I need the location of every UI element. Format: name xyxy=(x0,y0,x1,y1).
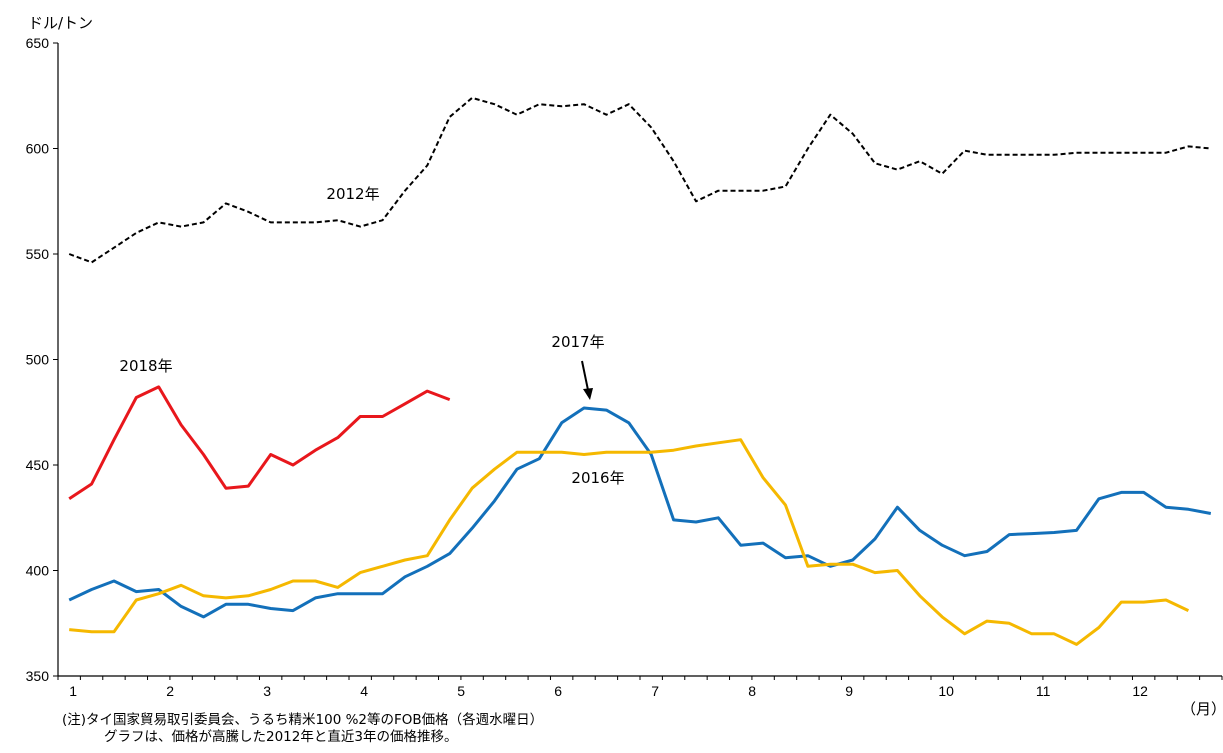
series-line-2016 xyxy=(69,438,1190,646)
series-line-2012 xyxy=(68,96,1211,264)
y-tick-label: 500 xyxy=(26,352,50,368)
x-tick-label: 2 xyxy=(166,683,174,699)
x-tick-label: 8 xyxy=(748,683,756,699)
x-tick-label: 1 xyxy=(69,683,77,699)
x-axis-label: （月） xyxy=(1181,700,1223,718)
y-tick-label: 450 xyxy=(26,457,50,473)
x-tick-label: 12 xyxy=(1132,683,1148,699)
x-ticks: 1 2 3 4 5 6 7 8 9 10 11 12 xyxy=(57,676,1223,699)
annotation-label: 2018年 xyxy=(119,357,172,375)
x-tick-label: 3 xyxy=(263,683,271,699)
y-tick-label: 350 xyxy=(26,668,50,684)
y-tick-label: 550 xyxy=(26,246,50,262)
annotation-arrowhead xyxy=(583,388,593,400)
series-lines xyxy=(68,96,1212,646)
y-tick-label: 400 xyxy=(26,563,50,579)
annotation-label: 2016年 xyxy=(571,469,624,487)
series-annotations: 2012年 2018年 2017年 2016年 xyxy=(119,185,624,487)
annotation-label: 2012年 xyxy=(326,185,379,203)
x-tick-label: 5 xyxy=(457,683,465,699)
annotation-arrow xyxy=(581,360,589,391)
source-note: (注)タイ国家貿易取引委員会、うるち精米100 %2等のFOB価格（各週水曜日） xyxy=(62,712,544,728)
y-tick-label: 650 xyxy=(26,35,50,51)
x-tick-label: 7 xyxy=(651,683,659,699)
annotation-label: 2017年 xyxy=(551,333,604,351)
x-tick-label: 11 xyxy=(1036,683,1051,699)
x-tick-label: 6 xyxy=(554,683,562,699)
x-tick-label: 4 xyxy=(360,683,368,699)
description-note: グラフは、価格が高騰した2012年と直近3年の価格推移。 xyxy=(104,729,458,745)
y-tick-label: 600 xyxy=(26,141,50,157)
y-ticks: 350 400 450 500 550 600 650 xyxy=(26,35,58,684)
x-tick-label: 10 xyxy=(938,683,954,699)
x-tick-label: 9 xyxy=(845,683,853,699)
series-line-2018 xyxy=(68,385,451,501)
series-line-2017 xyxy=(68,406,1212,619)
y-axis-label: ドル/トン xyxy=(28,14,93,32)
